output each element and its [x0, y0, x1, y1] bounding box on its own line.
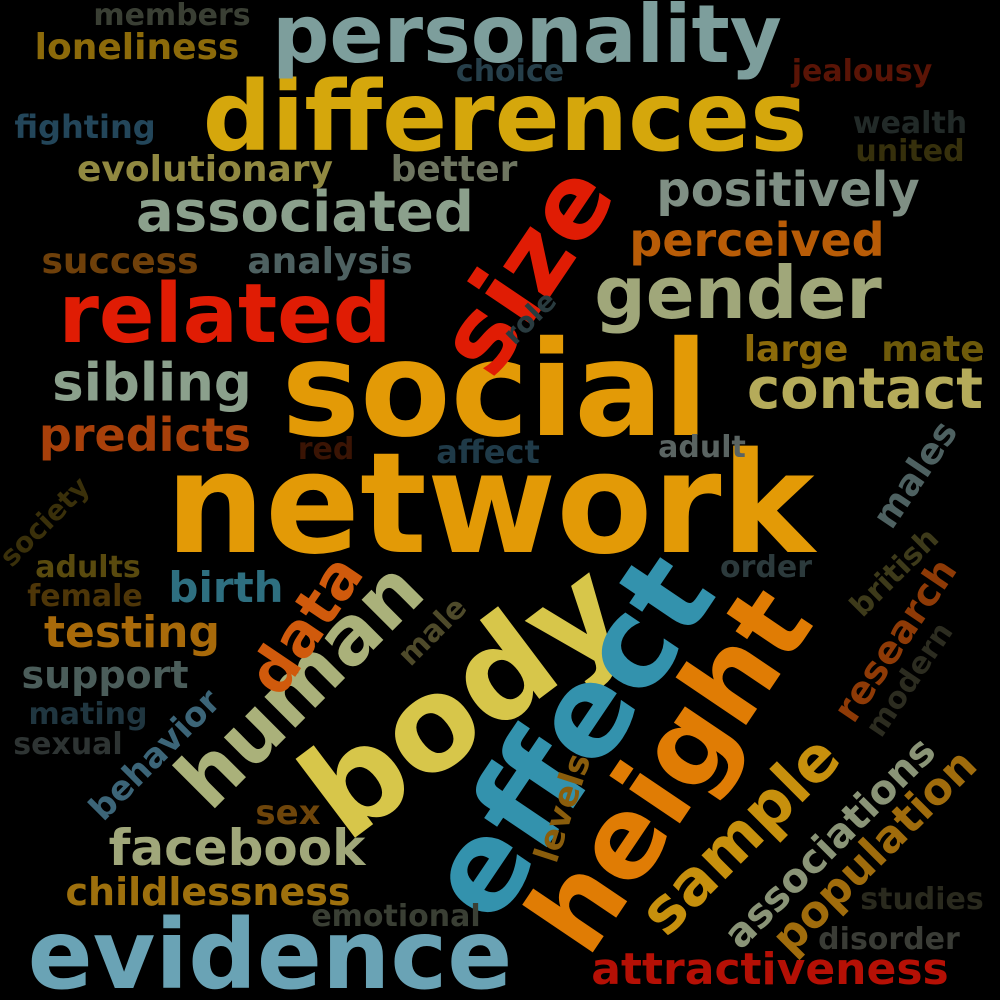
word-fighting: fighting: [14, 108, 156, 146]
word-adult: adult: [658, 430, 746, 465]
word-jealousy: jealousy: [791, 54, 933, 89]
word-personality: personality: [272, 0, 782, 81]
word-evidence: evidence: [27, 899, 513, 1000]
word-childlessness: childlessness: [65, 870, 351, 914]
word-members: members: [93, 0, 251, 33]
word-disorder: disorder: [818, 922, 960, 957]
word-related: related: [58, 267, 392, 362]
word-united: united: [855, 134, 965, 169]
word-males: males: [865, 413, 967, 536]
word-network: network: [165, 423, 815, 586]
word-support: support: [21, 653, 189, 697]
word-testing: testing: [44, 607, 220, 658]
word-affect: affect: [436, 433, 540, 471]
word-studies: studies: [860, 882, 984, 917]
word-mate: mate: [881, 329, 985, 370]
word-wealth: wealth: [852, 106, 968, 141]
word-social: social: [281, 313, 709, 467]
word-sexual: sexual: [13, 727, 123, 762]
word-success: success: [41, 241, 199, 282]
word-adults: adults: [35, 550, 141, 585]
word-contact: contact: [746, 357, 984, 422]
word-facebook: facebook: [108, 819, 366, 877]
word-red: red: [297, 432, 355, 467]
word-attractiveness: attractiveness: [591, 944, 949, 995]
word-better: better: [390, 149, 518, 190]
word-sibling: sibling: [52, 352, 252, 414]
word-emotional: emotional: [311, 899, 481, 934]
word-birth: birth: [168, 563, 284, 612]
word-associated: associated: [136, 180, 474, 245]
word-female: female: [27, 579, 143, 614]
word-positively: positively: [656, 162, 920, 218]
word-choice: choice: [455, 54, 565, 89]
word-large: large: [743, 329, 849, 370]
word-differences: differences: [202, 61, 808, 173]
word-sex: sex: [255, 793, 321, 833]
word-order: order: [719, 550, 813, 585]
word-perceived: perceived: [629, 213, 885, 267]
word-predicts: predicts: [38, 408, 252, 462]
word-evolutionary: evolutionary: [76, 149, 334, 190]
word-gender: gender: [594, 251, 882, 335]
word-analysis: analysis: [247, 241, 413, 282]
word-mating: mating: [28, 697, 148, 732]
word-loneliness: loneliness: [34, 27, 240, 68]
